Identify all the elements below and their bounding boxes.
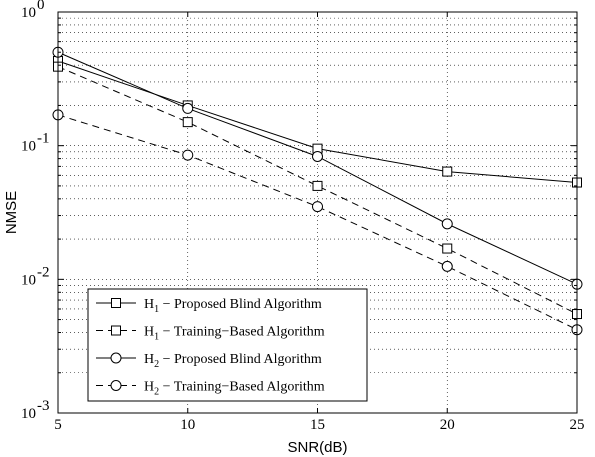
legend-label: H1 − Training−Based Algorithm <box>144 325 325 343</box>
legend-item: H2 − Proposed Blind Algorithm <box>96 352 322 370</box>
circle-marker <box>312 150 323 162</box>
circle-marker <box>182 149 194 161</box>
legend-label: H1 − Proposed Blind Algorithm <box>144 297 322 315</box>
x-tick-label: 20 <box>440 417 455 433</box>
circle-marker <box>110 380 122 391</box>
y-tick-label: 10 <box>21 406 36 422</box>
circle-marker <box>312 201 323 213</box>
y-tick-exponent: -1 <box>37 131 50 147</box>
x-tick-label: 5 <box>54 417 62 433</box>
y-tick-exponent: 0 <box>37 0 45 13</box>
legend-label: H2 − Training−Based Algorithm <box>144 380 325 398</box>
y-tick-label: 10 <box>21 139 36 155</box>
square-marker <box>182 117 193 128</box>
legend-item: H2 − Training−Based Algorithm <box>96 380 325 398</box>
circle-marker <box>182 102 194 114</box>
legend-label: H2 − Proposed Blind Algorithm <box>144 352 322 370</box>
series-line <box>57 114 578 331</box>
series-3 <box>52 46 583 290</box>
circle-marker <box>441 260 453 272</box>
y-axis-label: NMSE <box>3 191 20 234</box>
x-tick-label: 15 <box>310 417 325 433</box>
square-marker <box>442 166 453 177</box>
square-marker <box>312 180 323 191</box>
legend: H1 − Proposed Blind Algorithm H1 − Traini… <box>87 288 368 402</box>
legend-item: H1 − Proposed Blind Algorithm <box>96 297 322 315</box>
circle-marker <box>110 352 122 364</box>
y-tick-label: 10 <box>21 5 36 21</box>
y-tick-label: 10 <box>21 272 36 288</box>
x-tick-label: 10 <box>180 417 195 433</box>
y-tick-exponent: -3 <box>37 398 50 414</box>
square-marker <box>111 325 121 336</box>
legend-box <box>87 288 368 402</box>
square-marker <box>442 243 453 254</box>
series-4 <box>52 109 583 336</box>
legend-item: H1 − Training−Based Algorithm <box>96 325 325 343</box>
y-tick-exponent: -2 <box>37 264 50 280</box>
square-marker <box>111 298 121 308</box>
x-tick-label: 25 <box>570 417 585 433</box>
circle-marker <box>441 218 453 230</box>
x-axis-label: SNR(dB) <box>287 439 347 456</box>
